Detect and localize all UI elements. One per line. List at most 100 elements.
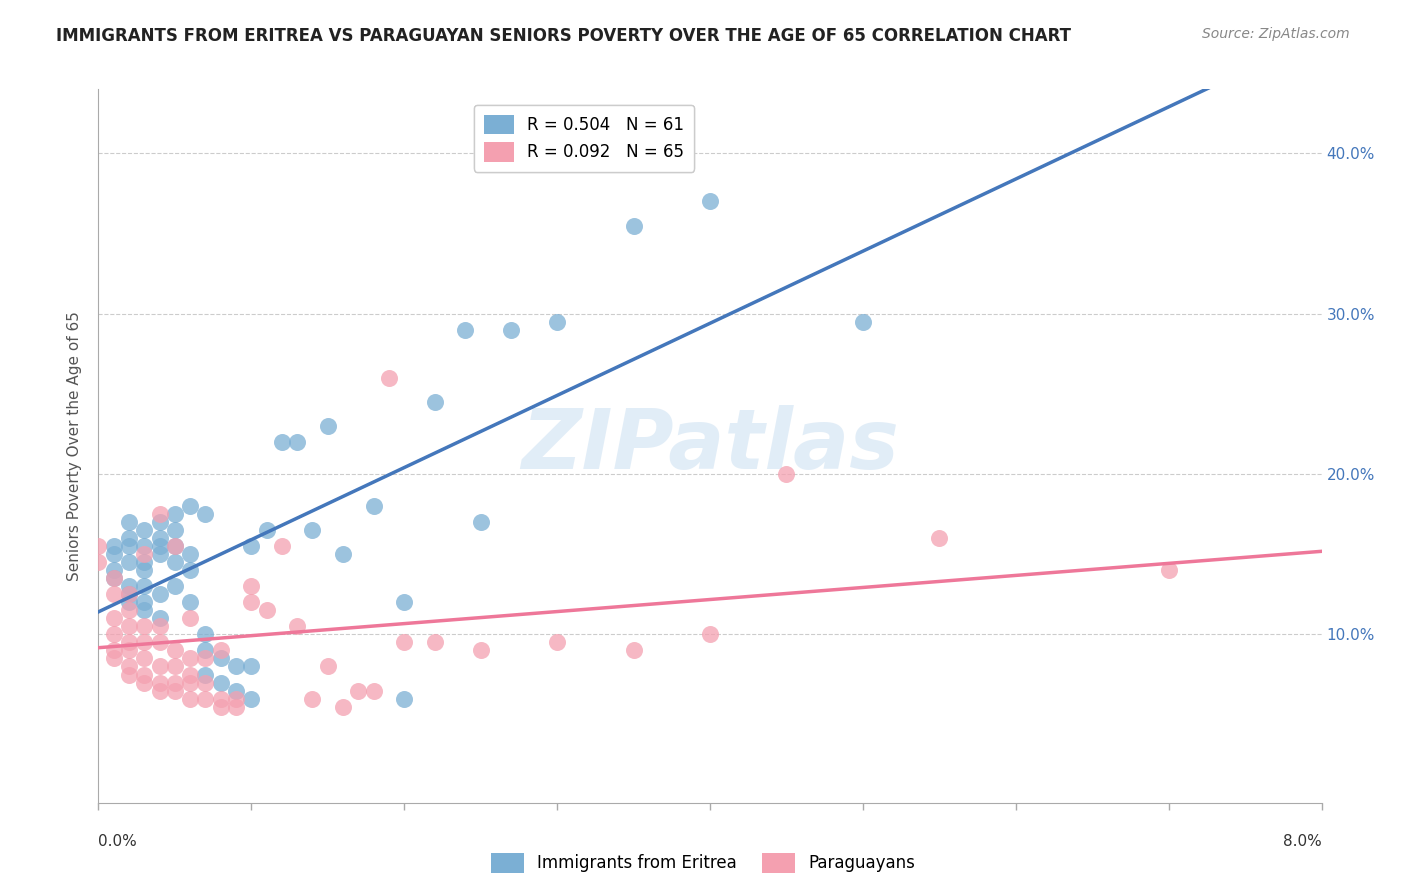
Point [270,539,294,553]
Point [118,603,141,617]
Point [134,523,156,537]
Point [163,523,186,537]
Point [332,699,354,714]
Point [118,579,141,593]
Point [163,539,186,553]
Point [179,651,201,665]
Point [163,683,186,698]
Point [149,659,172,673]
Point [546,635,568,649]
Point [194,507,217,521]
Point [134,579,156,593]
Point [118,539,141,553]
Point [134,635,156,649]
Point [103,539,125,553]
Point [194,651,217,665]
Point [225,691,247,706]
Point [179,611,201,625]
Point [103,571,125,585]
Point [501,323,523,337]
Text: ZIPatlas: ZIPatlas [522,406,898,486]
Point [332,547,354,561]
Point [149,611,172,625]
Point [103,627,125,641]
Point [87,539,110,553]
Legend: Immigrants from Eritrea, Paraguayans: Immigrants from Eritrea, Paraguayans [484,847,922,880]
Point [134,555,156,569]
Point [623,219,645,233]
Point [546,315,568,329]
Point [928,531,950,545]
Point [149,539,172,553]
Point [163,659,186,673]
Point [103,587,125,601]
Point [209,699,232,714]
Point [149,515,172,529]
Point [392,635,416,649]
Point [225,699,247,714]
Text: 8.0%: 8.0% [1282,834,1322,849]
Point [392,691,416,706]
Point [363,683,385,698]
Point [118,667,141,681]
Point [378,371,401,385]
Point [118,587,141,601]
Point [134,603,156,617]
Point [163,507,186,521]
Point [194,627,217,641]
Point [775,467,797,481]
Point [149,635,172,649]
Point [225,659,247,673]
Point [118,555,141,569]
Point [134,651,156,665]
Point [256,523,278,537]
Point [134,539,156,553]
Point [149,547,172,561]
Point [118,587,141,601]
Point [209,643,232,657]
Point [179,691,201,706]
Point [163,539,186,553]
Point [194,675,217,690]
Point [163,555,186,569]
Point [301,523,323,537]
Point [240,659,263,673]
Point [163,579,186,593]
Point [423,395,446,409]
Point [240,595,263,609]
Point [149,587,172,601]
Point [118,619,141,633]
Point [454,323,477,337]
Point [149,531,172,545]
Point [209,675,232,690]
Point [149,683,172,698]
Point [118,643,141,657]
Point [179,563,201,577]
Point [470,515,492,529]
Point [699,194,721,209]
Point [285,619,308,633]
Point [103,547,125,561]
Point [240,691,263,706]
Point [347,683,370,698]
Point [103,571,125,585]
Legend: R = 0.504   N = 61, R = 0.092   N = 65: R = 0.504 N = 61, R = 0.092 N = 65 [474,104,695,171]
Point [163,643,186,657]
Point [423,635,446,649]
Text: 0.0%: 0.0% [98,834,138,849]
Point [118,595,141,609]
Point [118,635,141,649]
Point [118,515,141,529]
Point [194,667,217,681]
Point [285,435,308,450]
Point [103,651,125,665]
Point [301,691,323,706]
Point [163,675,186,690]
Point [392,595,416,609]
Point [194,643,217,657]
Point [103,643,125,657]
Point [118,531,141,545]
Text: IMMIGRANTS FROM ERITREA VS PARAGUAYAN SENIORS POVERTY OVER THE AGE OF 65 CORRELA: IMMIGRANTS FROM ERITREA VS PARAGUAYAN SE… [56,27,1071,45]
Point [103,563,125,577]
Point [179,675,201,690]
